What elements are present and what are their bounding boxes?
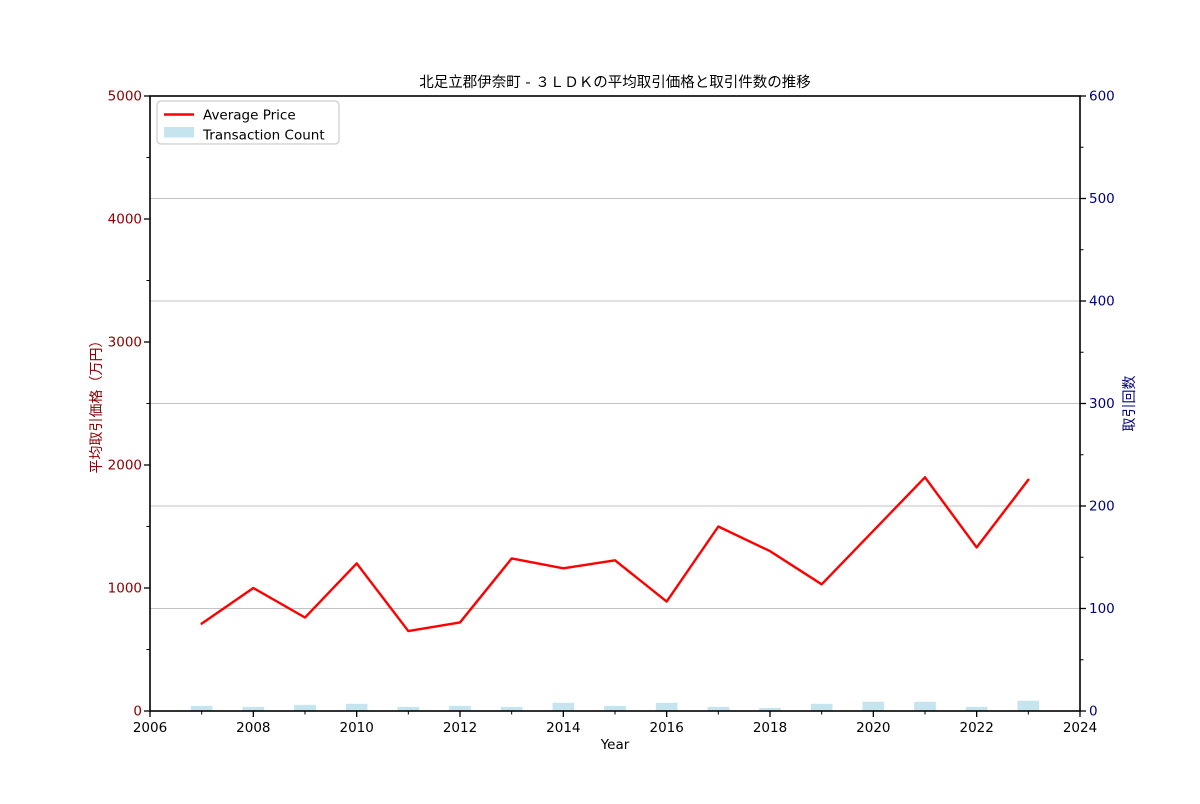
y-left-tick-label: 5000 xyxy=(108,89,142,105)
x-tick-label: 2014 xyxy=(546,720,580,736)
transaction-count-bar xyxy=(242,706,265,711)
x-tick-label: 2006 xyxy=(133,720,167,736)
y-right-tick-label: 100 xyxy=(1089,601,1115,617)
x-tick-label: 2024 xyxy=(1063,720,1097,736)
transaction-count-bar xyxy=(862,701,885,711)
transaction-count-bar xyxy=(655,702,678,711)
legend: Average Price Transaction Count xyxy=(156,100,340,145)
average-price-line xyxy=(200,476,1030,633)
transaction-count-bar xyxy=(397,706,420,711)
x-tick-label: 2016 xyxy=(649,720,683,736)
x-tick-label: 2008 xyxy=(236,720,270,736)
y-left-tick-label: 3000 xyxy=(108,335,142,351)
y-right-tick-label: 400 xyxy=(1089,294,1115,310)
y-left-tick-label: 0 xyxy=(133,704,142,720)
transaction-count-bar xyxy=(190,705,213,711)
y-right-tick-label: 0 xyxy=(1089,704,1098,720)
plot-area: 2006 2008 2010 2012 2014 2016 2018 2020 2022 2024… xyxy=(108,89,1115,737)
chart-title: 北足立郡伊奈町 - ３ＬＤＫの平均取引価格と取引件数の推移 xyxy=(419,74,810,91)
y-axis-left-label: 平均取引価格（万円） xyxy=(89,334,105,474)
x-tick-label: 2020 xyxy=(856,720,890,736)
transaction-count-bar xyxy=(759,707,781,711)
transaction-count-bar xyxy=(500,706,523,711)
legend-patch-sample xyxy=(164,127,194,138)
x-tick-label: 2018 xyxy=(753,720,787,736)
transaction-count-bar xyxy=(604,705,626,711)
legend-label-average-price: Average Price xyxy=(203,108,296,124)
legend-label-transaction-count: Transaction Count xyxy=(202,128,325,144)
y-axis-right-label: 取引回数 xyxy=(1122,376,1138,432)
x-tick-label: 2010 xyxy=(339,720,373,736)
transaction-count-bar xyxy=(552,702,575,711)
x-axis-label: Year xyxy=(600,737,630,753)
transaction-count-bar xyxy=(449,705,471,711)
x-tick-label: 2022 xyxy=(959,720,993,736)
y-left-tick-label: 4000 xyxy=(108,212,142,228)
transaction-count-bar xyxy=(914,701,936,711)
transaction-count-bar xyxy=(707,706,730,711)
transaction-count-bar xyxy=(810,703,833,711)
y-right-tick-label: 300 xyxy=(1089,396,1115,412)
transaction-count-bar xyxy=(1017,700,1040,711)
transaction-count-bar xyxy=(294,704,316,711)
transaction-count-bar xyxy=(965,706,988,711)
y-right-tick-label: 500 xyxy=(1089,191,1115,207)
y-right-tick-label: 600 xyxy=(1089,89,1115,105)
y-left-tick-label: 1000 xyxy=(108,581,142,597)
x-tick-label: 2012 xyxy=(443,720,477,736)
transaction-count-bar xyxy=(345,703,368,711)
legend-box xyxy=(156,100,340,145)
y-right-tick-label: 200 xyxy=(1089,499,1115,515)
y-left-tick-label: 2000 xyxy=(108,458,142,474)
